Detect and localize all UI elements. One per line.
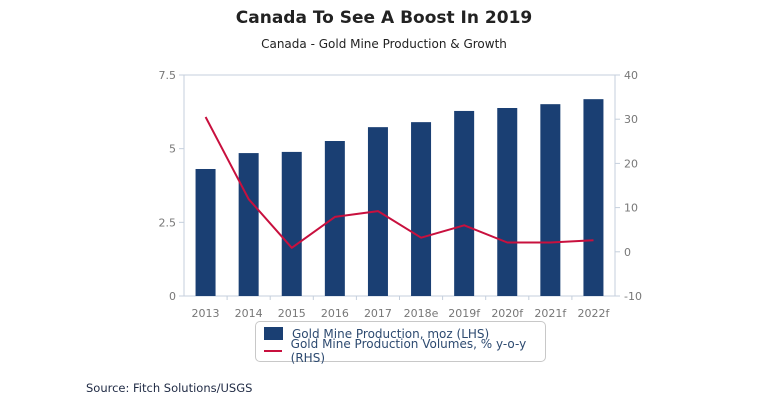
left-tick-label: 7.5 bbox=[159, 69, 177, 82]
legend-label-line: Gold Mine Production Volumes, % y-o-y (R… bbox=[290, 336, 527, 365]
x-axis-ticks: 2013 2014 2015 2016 2017 2018e 2019f 2020f 2021f… bbox=[192, 296, 611, 320]
bar-2019f bbox=[454, 110, 475, 296]
legend-swatch-line bbox=[264, 349, 282, 352]
x-tick-label: 2018e bbox=[404, 307, 439, 320]
source-note: Source: Fitch Solutions/USGS bbox=[86, 381, 253, 395]
x-tick-label: 2013 bbox=[192, 307, 220, 320]
legend-label-bars: Gold Mine Production, moz (LHS) bbox=[292, 326, 490, 341]
left-axis-ticks: 0 2.5 5 7.5 bbox=[159, 69, 184, 303]
left-tick-label: 0 bbox=[169, 290, 176, 303]
x-tick-label: 2021f bbox=[534, 307, 567, 320]
legend: Gold Mine Production, moz (LHS) Gold Min… bbox=[255, 321, 546, 365]
bar-2015 bbox=[281, 151, 302, 296]
right-tick-label: 0 bbox=[624, 246, 631, 259]
bar-2016 bbox=[324, 141, 345, 296]
bar-2020f bbox=[497, 108, 518, 296]
x-tick-label: 2015 bbox=[278, 307, 306, 320]
legend-item-bars: Gold Mine Production, moz (LHS) bbox=[264, 325, 545, 342]
left-tick-label: 2.5 bbox=[159, 216, 177, 229]
right-tick-label: 20 bbox=[624, 157, 638, 170]
x-tick-label: 2020f bbox=[491, 307, 524, 320]
bar-2018e bbox=[411, 122, 432, 296]
right-axis-ticks: -10 0 10 20 30 40 bbox=[615, 69, 642, 303]
legend-swatch-bar bbox=[264, 327, 283, 340]
line-series bbox=[204, 116, 594, 249]
right-tick-label: -10 bbox=[624, 290, 642, 303]
right-tick-label: 10 bbox=[624, 202, 638, 215]
x-tick-label: 2017 bbox=[364, 307, 392, 320]
right-tick-label: 40 bbox=[624, 69, 638, 82]
x-tick-label: 2022f bbox=[578, 307, 611, 320]
bar-2021f bbox=[540, 104, 561, 296]
bar-2014 bbox=[238, 153, 259, 296]
right-tick-label: 30 bbox=[624, 113, 638, 126]
bar-2022f bbox=[583, 99, 604, 297]
x-tick-label: 2014 bbox=[235, 307, 263, 320]
left-tick-label: 5 bbox=[169, 143, 176, 156]
x-tick-label: 2019f bbox=[448, 307, 481, 320]
legend-item-line: Gold Mine Production Volumes, % y-o-y (R… bbox=[264, 337, 545, 365]
chart-title: Canada To See A Boost In 2019 bbox=[235, 8, 533, 28]
bar-series bbox=[195, 99, 604, 297]
bar-2013 bbox=[195, 168, 216, 296]
chart-subtitle: Canada - Gold Mine Production & Growth bbox=[261, 37, 507, 51]
x-tick-label: 2016 bbox=[321, 307, 349, 320]
growth-line bbox=[204, 116, 594, 249]
